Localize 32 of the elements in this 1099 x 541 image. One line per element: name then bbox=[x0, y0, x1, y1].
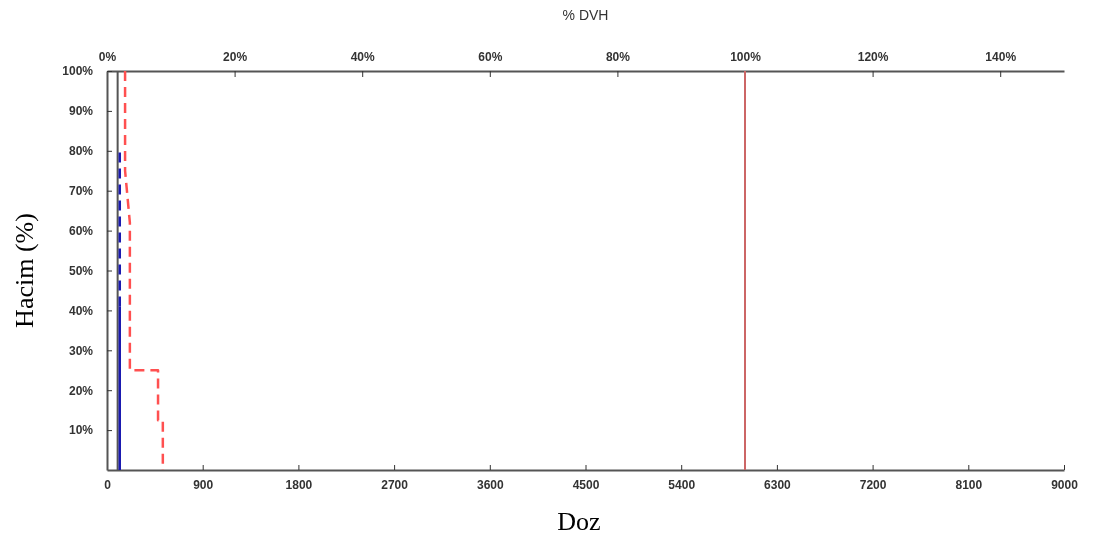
x-tick-label: 1800 bbox=[285, 477, 313, 492]
y-tick-label: 50% bbox=[68, 263, 94, 278]
x2-tick-label: 140% bbox=[985, 50, 1017, 64]
x2-tick-label: 20% bbox=[223, 50, 248, 64]
x2-tick-label: 80% bbox=[605, 50, 631, 64]
y-tick-label: 60% bbox=[68, 223, 94, 238]
x-tick-label: 8100 bbox=[955, 477, 983, 492]
x-tick-label: 7200 bbox=[859, 477, 887, 492]
x-tick-label: 6300 bbox=[764, 477, 792, 492]
x-tick-label: 5400 bbox=[668, 477, 696, 492]
x2-tick-label: 60% bbox=[478, 50, 503, 64]
y-tick-label: 40% bbox=[68, 303, 94, 318]
y-tick-label: 70% bbox=[68, 184, 94, 199]
x2-tick-label: 100% bbox=[730, 50, 762, 64]
x-tick-label: 3600 bbox=[476, 477, 504, 492]
y-tick-label: 90% bbox=[68, 104, 94, 119]
x2-tick-label: 40% bbox=[350, 50, 376, 64]
x-tick-label: 9000 bbox=[1051, 477, 1079, 492]
y-tick-label: 100% bbox=[62, 64, 94, 79]
x-axis-title: Doz bbox=[557, 507, 601, 536]
x-tick-label: 900 bbox=[193, 477, 214, 492]
y-tick-label: 80% bbox=[68, 144, 94, 159]
y-axis-title: Hacim (%) bbox=[10, 213, 39, 328]
x2-tick-label: 120% bbox=[857, 50, 889, 64]
y-tick-label: 30% bbox=[68, 343, 94, 358]
x2-tick-label: 0% bbox=[98, 50, 117, 64]
x2-axis-title: % DVH bbox=[562, 7, 609, 23]
x-tick-label: 2700 bbox=[381, 477, 409, 492]
x-tick-label: 0 bbox=[104, 477, 112, 492]
y-tick-label: 20% bbox=[68, 383, 94, 398]
x-tick-label: 4500 bbox=[572, 477, 600, 492]
y-tick-label: 10% bbox=[68, 423, 94, 438]
